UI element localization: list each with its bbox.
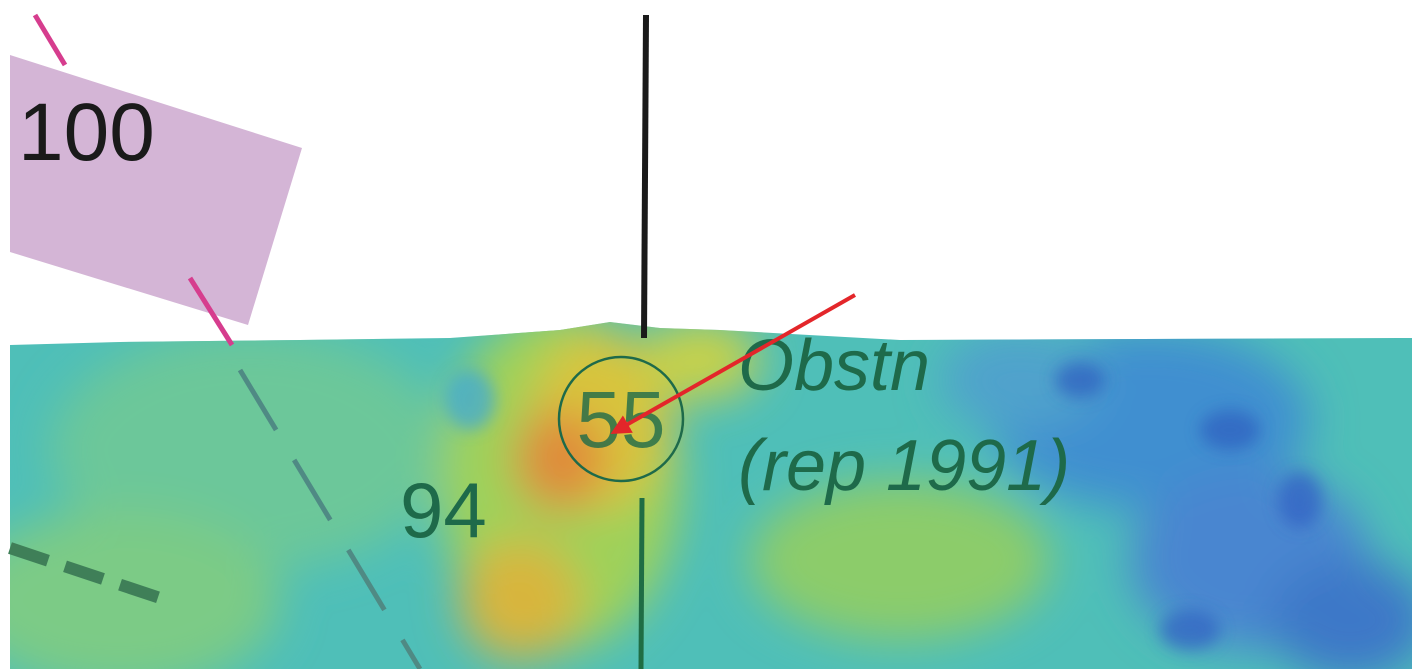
bathymetry <box>0 300 1416 669</box>
obstruction-depth: 55 <box>577 375 666 464</box>
obstruction-note: (rep 1991) <box>738 426 1070 506</box>
sounding-label: 94 <box>400 466 487 554</box>
depth-label: 100 <box>18 87 155 178</box>
obstruction-label: Obstn <box>738 326 930 406</box>
chart-map: 100 94 55 Obstn (rep 1991) <box>0 0 1416 669</box>
meridian-line <box>641 498 642 669</box>
meridian-line <box>644 15 646 338</box>
